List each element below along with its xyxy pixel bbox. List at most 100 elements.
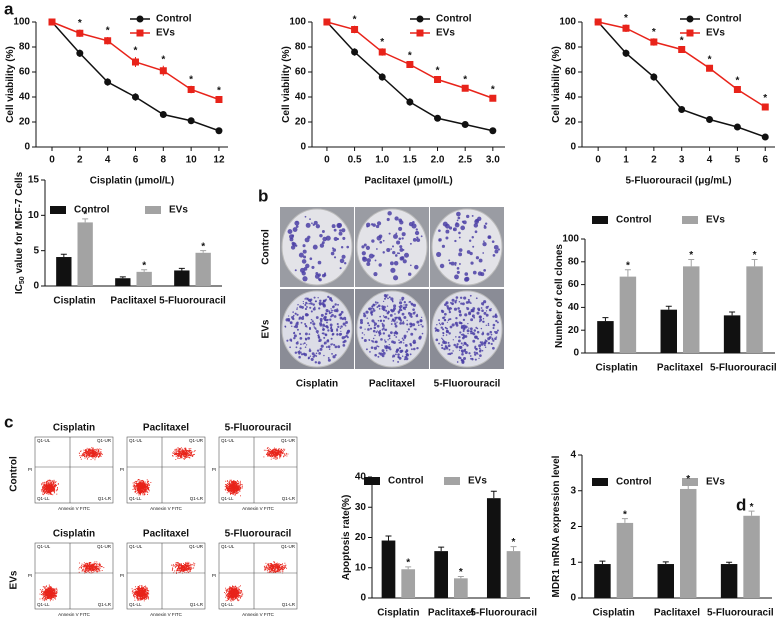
x-tick-label: 1.5	[403, 155, 417, 166]
event-dot	[44, 490, 46, 492]
event-dot	[47, 487, 49, 489]
colony	[384, 329, 386, 331]
event-dot	[47, 484, 48, 486]
event-dot	[240, 495, 241, 497]
event-dot	[53, 488, 55, 490]
event-dot	[44, 594, 46, 596]
quadrant-label: Q1-LL	[129, 496, 142, 501]
event-dot	[236, 491, 237, 493]
event-dot	[92, 452, 94, 454]
colony	[456, 219, 459, 222]
colony	[484, 341, 487, 343]
event-dot	[273, 457, 275, 459]
colony	[490, 342, 493, 346]
colony	[384, 339, 386, 341]
colony	[416, 320, 420, 324]
event-dot	[231, 483, 233, 485]
event-dot	[46, 596, 48, 598]
y-axis-label: Cell viability (%)	[281, 46, 292, 123]
event-dot	[55, 484, 57, 486]
colony	[409, 312, 413, 316]
colony	[462, 330, 465, 333]
event-dot	[91, 454, 93, 456]
y-axis-label-part: Number of cell clones	[554, 244, 565, 348]
event-dot	[183, 452, 185, 454]
event-dot	[182, 453, 184, 455]
event-dot	[83, 562, 85, 564]
event-dot	[44, 493, 46, 495]
event-dot	[143, 483, 145, 484]
event-dot	[178, 457, 180, 459]
event-dot	[228, 480, 230, 482]
colony	[472, 245, 475, 248]
event-dot	[236, 485, 237, 487]
colony	[421, 325, 424, 328]
event-dot	[176, 450, 178, 452]
data-point	[104, 37, 112, 45]
event-dot	[234, 482, 236, 484]
event-dot	[267, 455, 269, 457]
event-dot	[239, 483, 241, 485]
event-dot	[48, 489, 50, 491]
data-point	[622, 49, 630, 57]
colony	[460, 334, 463, 336]
event-dot	[189, 457, 191, 459]
colony	[412, 308, 415, 311]
event-dot	[47, 490, 49, 492]
event-dot	[42, 488, 43, 490]
colony	[314, 300, 317, 303]
colony	[457, 216, 461, 220]
y-axis-label-part: value for MCF-7 Cells	[14, 171, 25, 276]
colony	[329, 318, 332, 321]
colony	[297, 303, 299, 306]
colony	[359, 318, 363, 322]
error-bar	[178, 267, 185, 271]
x-tick-label: 4	[707, 155, 713, 166]
event-dot	[96, 453, 98, 455]
colony	[403, 315, 407, 319]
event-dot	[46, 491, 48, 493]
event-dot	[186, 453, 188, 455]
event-dot	[42, 491, 44, 493]
colony	[332, 309, 334, 312]
colony	[309, 257, 313, 261]
event-dot	[86, 568, 88, 570]
event-dot	[44, 586, 46, 588]
y-axis-label-part: IC	[14, 284, 25, 294]
event-dot	[51, 485, 53, 487]
colony	[410, 325, 413, 328]
event-dot	[83, 454, 85, 456]
y-tick-label: 5	[33, 245, 39, 256]
event-dot	[91, 455, 93, 457]
colony	[341, 336, 345, 340]
colony	[463, 296, 467, 300]
event-dot	[268, 455, 270, 457]
event-dot	[263, 456, 265, 458]
event-dot	[180, 447, 182, 449]
event-dot	[181, 454, 183, 456]
data-point	[378, 48, 386, 56]
colony	[404, 343, 408, 347]
event-dot	[51, 484, 53, 486]
colony	[311, 320, 314, 323]
y-tick-label: 20	[355, 532, 367, 543]
colony	[401, 355, 404, 357]
event-dot	[47, 588, 48, 590]
event-dot	[48, 592, 50, 594]
event-dot	[85, 456, 87, 458]
event-dot	[82, 569, 84, 571]
colony	[492, 315, 495, 318]
data-point	[461, 121, 469, 128]
event-dot	[145, 488, 147, 490]
event-dot	[80, 458, 82, 460]
colony	[456, 266, 460, 270]
event-dot	[238, 487, 240, 489]
event-dot	[53, 597, 55, 599]
colony	[394, 319, 396, 321]
event-dot	[48, 487, 50, 489]
event-dot	[87, 450, 89, 452]
event-dot	[186, 451, 188, 453]
event-dot	[100, 454, 101, 456]
event-dot	[180, 449, 182, 451]
colony	[359, 326, 363, 329]
